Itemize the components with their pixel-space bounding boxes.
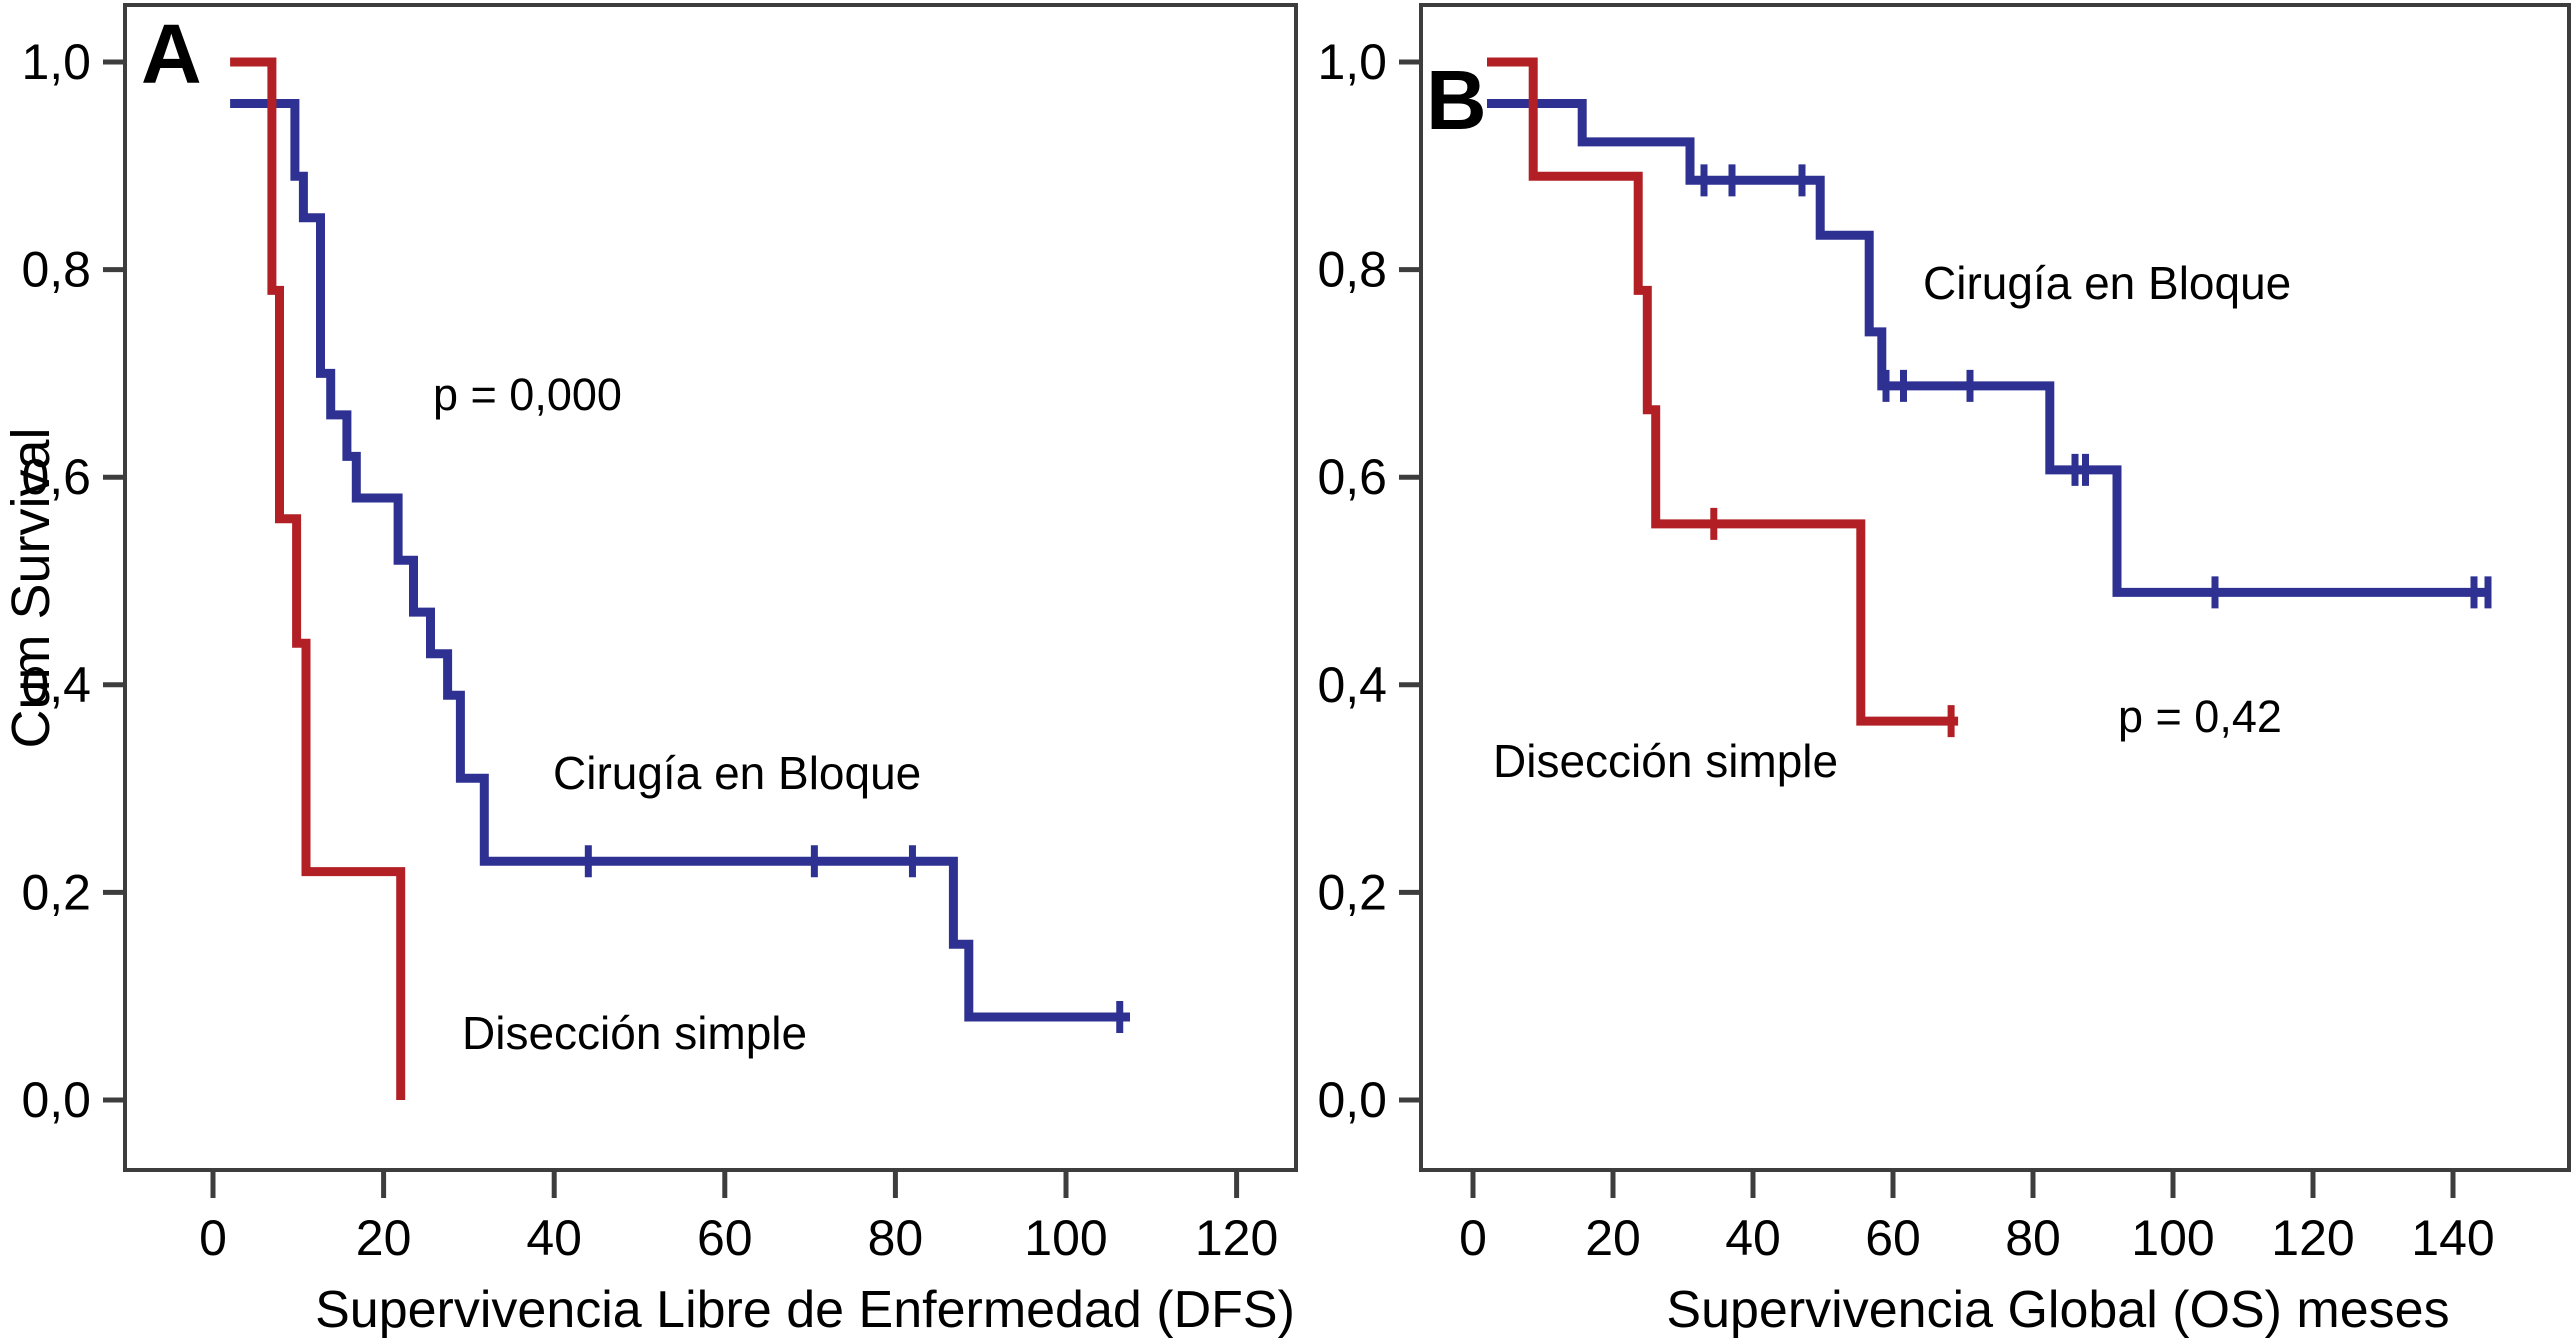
y-axis-tick-label: 0,4	[21, 657, 91, 713]
curve-label-en-bloque-a: Cirugía en Bloque	[553, 747, 922, 799]
plot-frame	[1419, 3, 2571, 1172]
km-curve-en-bloque-a	[230, 99, 1130, 1022]
y-axis-tick-label: 0,8	[21, 242, 91, 298]
y-axis-tick-label: 0,2	[1317, 864, 1387, 920]
x-axis-tick-label: 80	[868, 1210, 924, 1266]
x-axis-tick-label: 40	[526, 1210, 582, 1266]
plot-frame	[123, 3, 1298, 1172]
curve-label-simple-b: Disección simple	[1493, 735, 1839, 787]
curve-label-en-bloque-b: Cirugía en Bloque	[1923, 257, 2292, 309]
panel-a-letter: A	[141, 7, 202, 101]
x-axis-tick-label: 20	[356, 1210, 412, 1266]
x-axis-tick-label: 0	[199, 1210, 227, 1266]
x-axis-tick-label: 0	[1459, 1210, 1487, 1266]
y-axis-tick-label: 0,2	[21, 864, 91, 920]
x-axis-tick-label: 120	[2271, 1210, 2354, 1266]
km-curve-simple-b	[1487, 57, 1959, 726]
x-axis-title-panel-b: Supervivencia Global (OS) meses	[1666, 1281, 2450, 1339]
y-axis-tick-label: 0,8	[1317, 242, 1387, 298]
y-axis-tick-label: 0,6	[1317, 449, 1387, 505]
x-axis-tick-label: 60	[697, 1210, 753, 1266]
y-axis-tick-label: 0,6	[21, 449, 91, 505]
curve-label-simple-a: Disección simple	[462, 1007, 808, 1059]
y-axis-tick-label: 0,0	[1317, 1072, 1387, 1128]
x-axis-tick-label: 80	[2005, 1210, 2061, 1266]
p-value-panel-a: p = 0,000	[433, 369, 622, 420]
panel-b-letter: B	[1426, 53, 1487, 147]
y-axis-tick-label: 0,4	[1317, 657, 1387, 713]
x-axis-tick-label: 20	[1585, 1210, 1641, 1266]
x-axis-tick-label: 100	[2131, 1210, 2214, 1266]
x-axis-tick-label: 120	[1195, 1210, 1278, 1266]
y-axis-tick-label: 1,0	[21, 34, 91, 90]
x-axis-tick-label: 100	[1024, 1210, 1107, 1266]
p-value-panel-b: p = 0,42	[2118, 691, 2282, 742]
x-axis-title-panel-a: Supervivencia Libre de Enfermedad (DFS)	[315, 1281, 1295, 1339]
y-axis-tick-label: 0,0	[21, 1072, 91, 1128]
x-axis-tick-label: 140	[2411, 1210, 2494, 1266]
y-axis-tick-label: 1,0	[1317, 34, 1387, 90]
x-axis-tick-label: 60	[1865, 1210, 1921, 1266]
y-axis-title: Cum Survival	[1, 427, 61, 749]
km-curve-simple-a	[230, 57, 406, 1100]
x-axis-tick-label: 40	[1725, 1210, 1781, 1266]
